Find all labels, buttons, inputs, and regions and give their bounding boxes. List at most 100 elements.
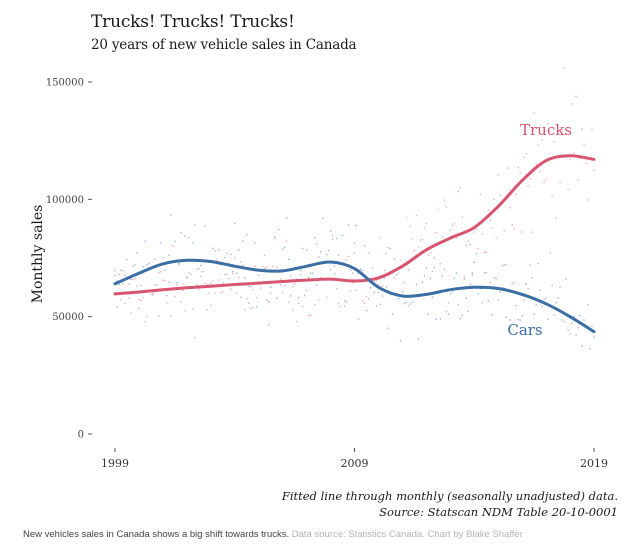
scatter-point-trucks	[559, 181, 561, 183]
scatter-point-cars	[513, 281, 515, 284]
scatter-point-trucks	[244, 309, 246, 311]
scatter-point-trucks	[357, 318, 360, 320]
scatter-point-trucks	[218, 279, 220, 281]
scatter-point-cars	[311, 272, 314, 274]
scatter-point-trucks	[555, 217, 557, 219]
scatter-point-cars	[244, 277, 246, 279]
scatter-point-trucks	[266, 266, 268, 268]
scatter-point-cars	[471, 272, 473, 274]
scatter-point-trucks	[339, 306, 342, 308]
scatter-point-cars	[343, 300, 346, 302]
scatter-point-trucks	[170, 315, 172, 317]
caption-line-source: Source: Statscan NDM Table 20-10-0001	[379, 505, 618, 519]
scatter-point-cars	[184, 235, 186, 237]
scatter-point-trucks	[579, 157, 581, 159]
scatter-point-trucks	[453, 223, 455, 225]
scatter-point-trucks	[196, 268, 198, 271]
scatter-point-trucks	[437, 209, 440, 211]
scatter-point-trucks	[473, 231, 475, 233]
scatter-point-cars	[122, 283, 124, 285]
scatter-point-trucks	[575, 95, 577, 98]
scatter-point-trucks	[252, 288, 254, 291]
scatter-point-cars	[381, 295, 384, 297]
scatter-point-cars	[192, 242, 194, 244]
scatter-point-cars	[531, 277, 533, 279]
scatter-point-cars	[307, 276, 310, 279]
scatter-point-trucks	[525, 153, 527, 155]
scatter-point-trucks	[499, 194, 501, 196]
scatter-point-trucks	[377, 283, 380, 285]
scatter-point-trucks	[443, 199, 446, 201]
scatter-point-trucks	[158, 272, 160, 274]
scatter-point-cars	[361, 269, 364, 272]
scatter-point-trucks	[264, 254, 266, 256]
scatter-point-trucks	[457, 190, 459, 193]
scatter-point-cars	[459, 317, 461, 320]
scatter-point-cars	[497, 299, 499, 301]
scatter-point-cars	[212, 247, 214, 249]
scatter-point-trucks	[228, 262, 230, 264]
scatter-point-cars	[228, 277, 230, 280]
scatter-point-trucks	[116, 280, 118, 282]
scatter-point-trucks	[309, 314, 312, 317]
scatter-point-cars	[583, 319, 585, 321]
scatter-point-trucks	[176, 284, 178, 286]
scatter-point-cars	[519, 319, 521, 321]
scatter-point-trucks	[192, 308, 194, 310]
scatter-point-cars	[345, 301, 348, 303]
scatter-point-trucks	[517, 166, 519, 169]
scatter-point-trucks	[417, 246, 420, 248]
scatter-point-trucks	[375, 305, 378, 307]
scatter-point-cars	[467, 310, 469, 312]
scatter-point-cars	[276, 297, 278, 300]
scatter-point-cars	[132, 265, 134, 267]
y-axis: 0 50000 100000 150000	[46, 78, 92, 441]
scatter-point-trucks	[381, 284, 384, 287]
scatter-point-trucks	[585, 162, 587, 165]
scatter-point-cars	[415, 283, 418, 285]
scatter-point-trucks	[569, 158, 571, 161]
scatter-point-cars	[188, 236, 190, 238]
scatter-point-trucks	[465, 244, 467, 247]
scatter-point-cars	[495, 277, 497, 280]
scatter-point-cars	[268, 300, 270, 303]
scatter-point-cars	[399, 339, 402, 342]
scatter-point-cars	[222, 282, 224, 284]
scatter-point-trucks	[214, 292, 216, 294]
scatter-point-trucks	[539, 170, 541, 173]
scatter-point-cars	[557, 297, 559, 299]
scatter-point-trucks	[180, 300, 182, 303]
scatter-point-cars	[130, 278, 132, 280]
scatter-point-cars	[353, 242, 356, 244]
series-label-trucks: Trucks	[520, 121, 572, 139]
scatter-point-cars	[439, 318, 442, 320]
scatter-point-trucks	[407, 269, 410, 271]
scatter-point-trucks	[274, 236, 276, 238]
scatter-point-cars	[351, 272, 354, 274]
scatter-point-trucks	[270, 292, 272, 294]
scatter-point-cars	[363, 245, 366, 247]
x-tick-label: 1999	[101, 457, 129, 470]
scatter-point-cars	[503, 264, 505, 266]
y-tick-label: 50000	[52, 312, 84, 323]
scatter-point-cars	[282, 248, 284, 250]
scatter-point-trucks	[174, 295, 176, 298]
scatter-point-cars	[317, 256, 320, 258]
scatter-point-cars	[491, 314, 493, 316]
scatter-point-cars	[449, 293, 451, 295]
scatter-point-cars	[427, 313, 430, 315]
scatter-point-trucks	[363, 302, 366, 304]
scatter-point-trucks	[533, 112, 535, 114]
scatter-point-cars	[499, 291, 501, 293]
scatter-point-trucks	[441, 236, 444, 238]
scatter-point-trucks	[447, 302, 450, 304]
scatter-point-cars	[166, 294, 168, 297]
scatter-point-trucks	[591, 128, 593, 130]
scatter-point-trucks	[198, 288, 200, 291]
scatter-point-trucks	[543, 181, 545, 183]
scatter-point-trucks	[553, 140, 555, 143]
scatter-point-cars	[337, 254, 340, 256]
scatter-point-trucks	[230, 288, 232, 290]
scatter-point-cars	[186, 277, 188, 279]
scatter-point-cars	[176, 282, 178, 284]
